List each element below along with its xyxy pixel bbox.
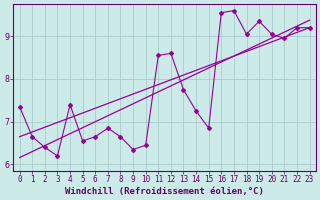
X-axis label: Windchill (Refroidissement éolien,°C): Windchill (Refroidissement éolien,°C) — [65, 187, 264, 196]
